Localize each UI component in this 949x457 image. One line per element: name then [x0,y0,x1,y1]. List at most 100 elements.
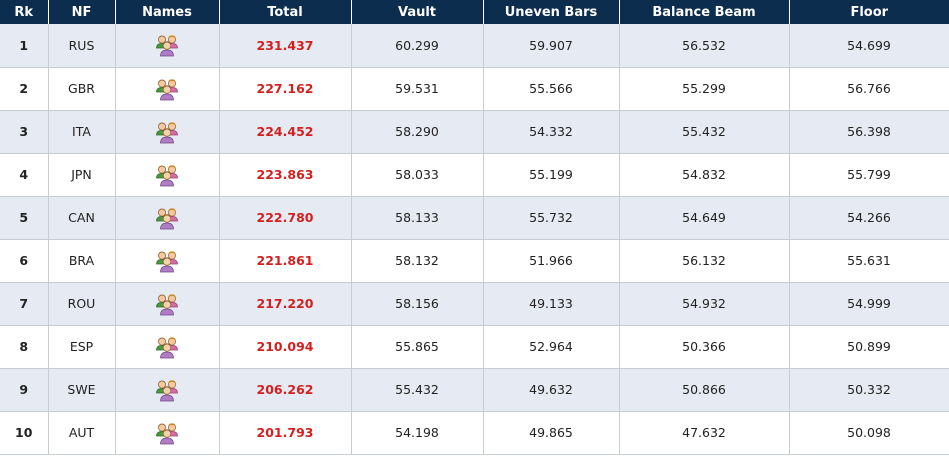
vault-cell: 54.198 [351,411,484,455]
header-balance-beam[interactable]: Balance Beam [619,0,790,24]
floor-cell: 54.266 [789,196,949,240]
uneven-bars-cell: 49.133 [483,282,620,326]
header-vault[interactable]: Vault [351,0,484,24]
nf-cell: JPN [48,153,116,197]
team-members-icon[interactable] [154,77,180,101]
names-cell [115,110,220,154]
header-floor[interactable]: Floor [789,0,949,24]
table-row: 1 RUS 231.437 60.299 59.907 56.532 54.69… [0,24,949,68]
balance-beam-cell: 54.649 [619,196,790,240]
total-cell: 210.094 [219,325,352,369]
rank-cell: 10 [0,411,49,455]
nf-cell: RUS [48,24,116,68]
names-cell [115,24,220,68]
team-members-icon[interactable] [154,335,180,359]
nf-cell: GBR [48,67,116,111]
team-members-icon[interactable] [154,249,180,273]
rank-cell: 7 [0,282,49,326]
rank-cell: 2 [0,67,49,111]
vault-cell: 55.432 [351,368,484,412]
table-row: 2 GBR 227.162 59.531 55.566 55.299 56.76… [0,67,949,111]
names-cell [115,325,220,369]
uneven-bars-cell: 49.632 [483,368,620,412]
balance-beam-cell: 47.632 [619,411,790,455]
rank-cell: 1 [0,24,49,68]
names-cell [115,239,220,283]
names-cell [115,196,220,240]
balance-beam-cell: 50.366 [619,325,790,369]
names-cell [115,67,220,111]
total-cell: 217.220 [219,282,352,326]
vault-cell: 59.531 [351,67,484,111]
uneven-bars-cell: 49.865 [483,411,620,455]
vault-cell: 58.156 [351,282,484,326]
header-rk[interactable]: Rk [0,0,49,24]
rank-cell: 3 [0,110,49,154]
header-nf[interactable]: NF [48,0,116,24]
team-members-icon[interactable] [154,206,180,230]
uneven-bars-cell: 55.732 [483,196,620,240]
floor-cell: 50.899 [789,325,949,369]
total-cell: 201.793 [219,411,352,455]
table-row: 9 SWE 206.262 55.432 49.632 50.866 50.33… [0,368,949,412]
balance-beam-cell: 54.932 [619,282,790,326]
table-row: 10 AUT 201.793 54.198 49.865 47.632 50.0… [0,411,949,455]
vault-cell: 58.033 [351,153,484,197]
table-row: 3 ITA 224.452 58.290 54.332 55.432 56.39… [0,110,949,154]
rank-cell: 4 [0,153,49,197]
total-cell: 206.262 [219,368,352,412]
team-members-icon[interactable] [154,378,180,402]
total-cell: 223.863 [219,153,352,197]
total-cell: 224.452 [219,110,352,154]
nf-cell: SWE [48,368,116,412]
floor-cell: 54.699 [789,24,949,68]
header-uneven-bars[interactable]: Uneven Bars [483,0,620,24]
table-row: 5 CAN 222.780 58.133 55.732 54.649 54.26… [0,196,949,240]
balance-beam-cell: 56.132 [619,239,790,283]
vault-cell: 55.865 [351,325,484,369]
team-members-icon[interactable] [154,120,180,144]
names-cell [115,368,220,412]
nf-cell: BRA [48,239,116,283]
total-cell: 231.437 [219,24,352,68]
header-names[interactable]: Names [115,0,220,24]
uneven-bars-cell: 55.566 [483,67,620,111]
team-members-icon[interactable] [154,421,180,445]
names-cell [115,411,220,455]
nf-cell: ITA [48,110,116,154]
uneven-bars-cell: 59.907 [483,24,620,68]
team-members-icon[interactable] [154,33,180,57]
balance-beam-cell: 50.866 [619,368,790,412]
vault-cell: 58.132 [351,239,484,283]
vault-cell: 58.290 [351,110,484,154]
total-cell: 221.861 [219,239,352,283]
rank-cell: 9 [0,368,49,412]
nf-cell: CAN [48,196,116,240]
uneven-bars-cell: 55.199 [483,153,620,197]
nf-cell: ESP [48,325,116,369]
rank-cell: 6 [0,239,49,283]
uneven-bars-cell: 54.332 [483,110,620,154]
balance-beam-cell: 54.832 [619,153,790,197]
floor-cell: 50.332 [789,368,949,412]
balance-beam-cell: 56.532 [619,24,790,68]
balance-beam-cell: 55.432 [619,110,790,154]
header-total[interactable]: Total [219,0,352,24]
rank-cell: 5 [0,196,49,240]
uneven-bars-cell: 52.964 [483,325,620,369]
header-row: Rk NF Names Total Vault Uneven Bars Bala… [0,0,949,24]
vault-cell: 60.299 [351,24,484,68]
team-members-icon[interactable] [154,163,180,187]
table-row: 6 BRA 221.861 58.132 51.966 56.132 55.63… [0,239,949,283]
team-members-icon[interactable] [154,292,180,316]
floor-cell: 55.631 [789,239,949,283]
floor-cell: 50.098 [789,411,949,455]
floor-cell: 54.999 [789,282,949,326]
nf-cell: ROU [48,282,116,326]
nf-cell: AUT [48,411,116,455]
floor-cell: 56.766 [789,67,949,111]
table-body: 1 RUS 231.437 60.299 59.907 56.532 54.69… [0,24,949,455]
table-row: 4 JPN 223.863 58.033 55.199 54.832 55.79… [0,153,949,197]
total-cell: 222.780 [219,196,352,240]
